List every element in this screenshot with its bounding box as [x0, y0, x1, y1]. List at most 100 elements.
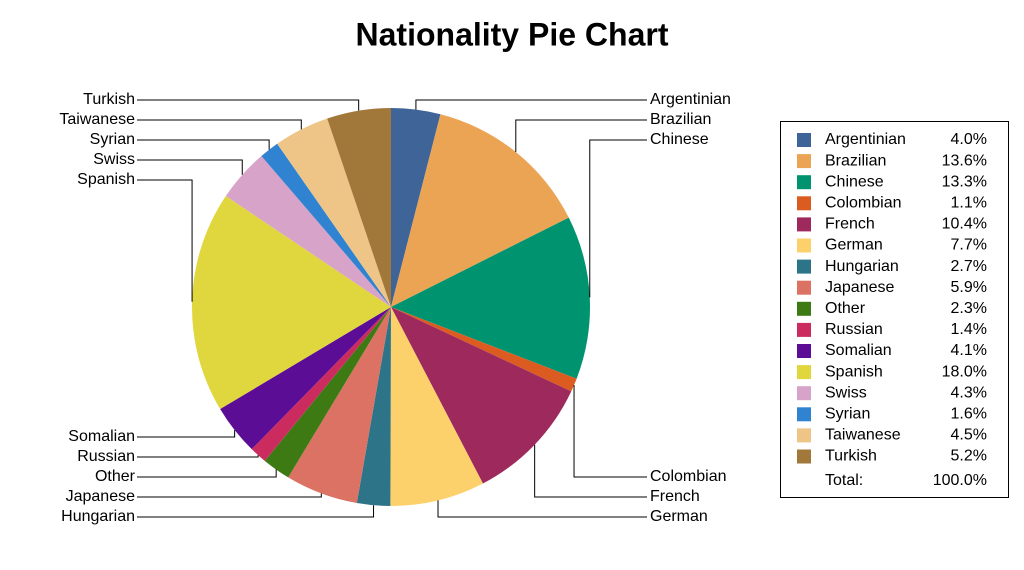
legend-label: Other: [825, 300, 866, 317]
slice-label: Brazilian: [650, 111, 711, 128]
total-label: Total:: [825, 472, 863, 489]
leader-line: [137, 179, 193, 302]
slice-label: Syrian: [90, 131, 135, 148]
legend-value: 1.1%: [951, 195, 987, 212]
legend-value: 4.3%: [951, 384, 987, 401]
legend-swatch: [797, 217, 811, 232]
slice-label: Colombian: [650, 468, 726, 485]
legend-value: 1.4%: [951, 321, 987, 338]
slice-label: Somalian: [68, 428, 135, 445]
slice-label: Spanish: [77, 171, 135, 188]
legend-label: Brazilian: [825, 152, 886, 169]
legend-label: French: [825, 216, 875, 233]
legend-swatch: [797, 449, 811, 464]
legend-label: Somalian: [825, 342, 892, 359]
legend-label: Argentinian: [825, 131, 906, 148]
slice-label: Russian: [77, 448, 135, 465]
pie-slice: [390, 307, 483, 506]
legend-swatch: [797, 386, 811, 401]
legend-value: 2.3%: [951, 300, 987, 317]
pie-slice: [288, 307, 391, 504]
leader-line: [137, 469, 277, 478]
legend-value: 4.1%: [951, 342, 987, 359]
leader-line: [137, 139, 270, 150]
legend-swatch: [797, 238, 811, 253]
pie-slice: [225, 155, 391, 307]
leader-line: [437, 500, 647, 518]
slice-label: Turkish: [83, 91, 135, 108]
pie-slice: [356, 307, 391, 506]
pie-slice: [391, 307, 577, 392]
leader-line: [137, 159, 243, 175]
pie-slice: [391, 114, 569, 307]
legend-value: 18.0%: [942, 363, 987, 380]
legend-box: [780, 121, 1009, 498]
pie-slice: [391, 217, 590, 379]
legend-label: Japanese: [825, 279, 894, 296]
pie-slice: [251, 307, 391, 461]
legend-swatch: [797, 428, 811, 443]
legend-value: 5.2%: [951, 448, 987, 465]
leader-line: [137, 119, 302, 130]
legend-label: Turkish: [825, 448, 877, 465]
slice-label: Swiss: [93, 151, 135, 168]
legend-label: Spanish: [825, 363, 883, 380]
legend-label: Taiwanese: [825, 427, 901, 444]
pie-slice: [261, 143, 391, 307]
legend-swatch: [797, 322, 811, 337]
legend-value: 13.6%: [942, 152, 987, 169]
legend-value: 7.7%: [951, 237, 987, 254]
total-value: 100.0%: [933, 472, 987, 489]
pie-slice: [327, 108, 391, 307]
legend-value: 5.9%: [951, 279, 987, 296]
legend-swatch: [797, 365, 811, 380]
legend-label: Swiss: [825, 384, 867, 401]
legend-value: 13.3%: [942, 173, 987, 190]
legend-value: 4.5%: [951, 427, 987, 444]
leader-line: [137, 493, 322, 498]
legend-label: Russian: [825, 321, 883, 338]
legend-swatch: [797, 196, 811, 211]
leader-line: [137, 505, 375, 518]
leader-line: [573, 385, 647, 478]
leader-line: [137, 99, 360, 111]
pie-slice: [277, 118, 391, 308]
legend-label: Syrian: [825, 406, 870, 423]
legend-label: Colombian: [825, 195, 901, 212]
pie-slice: [391, 108, 441, 307]
slice-label: Japanese: [66, 488, 135, 505]
legend-swatch: [797, 407, 811, 422]
legend-swatch: [797, 259, 811, 274]
leader-line: [534, 444, 647, 498]
legend-swatch: [797, 175, 811, 190]
legend-value: 10.4%: [942, 216, 987, 233]
slice-label: Argentinian: [650, 91, 731, 108]
slice-label: German: [650, 508, 708, 525]
chart-title: Nationality Pie Chart: [356, 16, 669, 52]
legend-value: 2.7%: [951, 258, 987, 275]
leader-line: [415, 99, 647, 110]
pie-slice: [192, 196, 391, 410]
slice-label: Taiwanese: [59, 111, 135, 128]
pie-slice: [264, 307, 391, 478]
legend-value: 1.6%: [951, 406, 987, 423]
pie-slice: [391, 307, 572, 484]
pie-slice: [220, 307, 391, 450]
slice-label: Other: [95, 468, 136, 485]
legend-label: German: [825, 237, 883, 254]
leader-line: [515, 119, 647, 153]
slice-label: French: [650, 488, 700, 505]
leader-line: [137, 455, 259, 458]
leader-line: [589, 139, 647, 298]
slice-label: Hungarian: [61, 508, 135, 525]
legend-label: Hungarian: [825, 258, 899, 275]
legend-label: Chinese: [825, 173, 884, 190]
legend-swatch: [797, 280, 811, 295]
legend-value: 4.0%: [951, 131, 987, 148]
slice-label: Chinese: [650, 131, 709, 148]
legend-swatch: [797, 154, 811, 169]
leader-line: [137, 430, 236, 438]
legend-swatch: [797, 301, 811, 316]
legend-swatch: [797, 133, 811, 147]
